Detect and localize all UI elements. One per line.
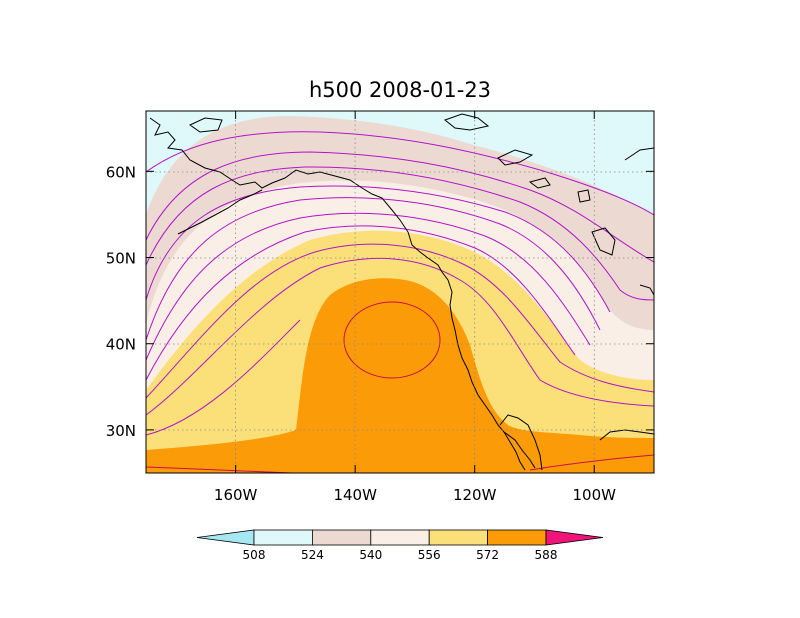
colorbar-label: 556 xyxy=(418,548,441,562)
coastline-mexico xyxy=(599,429,654,441)
coastline-islands-north xyxy=(189,113,654,296)
colorbar-label: 508 xyxy=(243,548,266,562)
contour-line xyxy=(146,319,301,436)
colorbar-swatch xyxy=(487,529,547,546)
coastline-aleutians xyxy=(177,189,263,235)
y-tick-label: 50N xyxy=(106,250,136,268)
map-frame xyxy=(145,110,655,474)
contour-line xyxy=(146,243,654,399)
y-tick-label: 30N xyxy=(106,422,136,440)
x-tick-label: 160W xyxy=(214,486,258,504)
contour-line xyxy=(146,131,654,216)
map-title: h500 2008-01-23 xyxy=(309,78,491,102)
colorbar-max-triangle xyxy=(545,529,604,546)
x-tick-label: 140W xyxy=(333,486,377,504)
contour-line xyxy=(146,185,611,313)
coastline-baja xyxy=(499,414,543,471)
band-572-588 xyxy=(146,278,654,473)
y-tick-label: 60N xyxy=(106,163,136,181)
coastlines xyxy=(149,113,654,471)
graticule xyxy=(146,111,654,473)
contour-line xyxy=(146,151,654,263)
colorbar-swatch xyxy=(370,529,430,546)
colorbar-label: 572 xyxy=(476,548,499,562)
southern-contour xyxy=(146,454,654,473)
contour-line xyxy=(146,212,591,361)
colorbar-label: 524 xyxy=(301,548,324,562)
map-area xyxy=(146,111,654,473)
colorbar-label: 540 xyxy=(359,548,382,562)
colorbar: 508 524 540 556 572 588 xyxy=(196,529,604,562)
high-centre-contour xyxy=(343,301,441,379)
coastline-bc-west xyxy=(407,231,526,471)
contour-line xyxy=(146,166,654,301)
colorbar-swatch xyxy=(428,529,489,546)
x-tick-label: 100W xyxy=(573,486,617,504)
coastline-alaska xyxy=(149,117,409,233)
colorbar-label: 588 xyxy=(535,548,558,562)
colorbar-swatch xyxy=(311,529,372,546)
colorbar-min-triangle xyxy=(196,529,255,546)
axis-ticks: 160W 140W 120W 100W 30N 40N 50N 60N xyxy=(106,111,654,504)
colorbar-swatch xyxy=(253,529,313,546)
contour-line xyxy=(146,225,576,381)
y-tick-label: 40N xyxy=(106,336,136,354)
x-tick-label: 120W xyxy=(453,486,497,504)
